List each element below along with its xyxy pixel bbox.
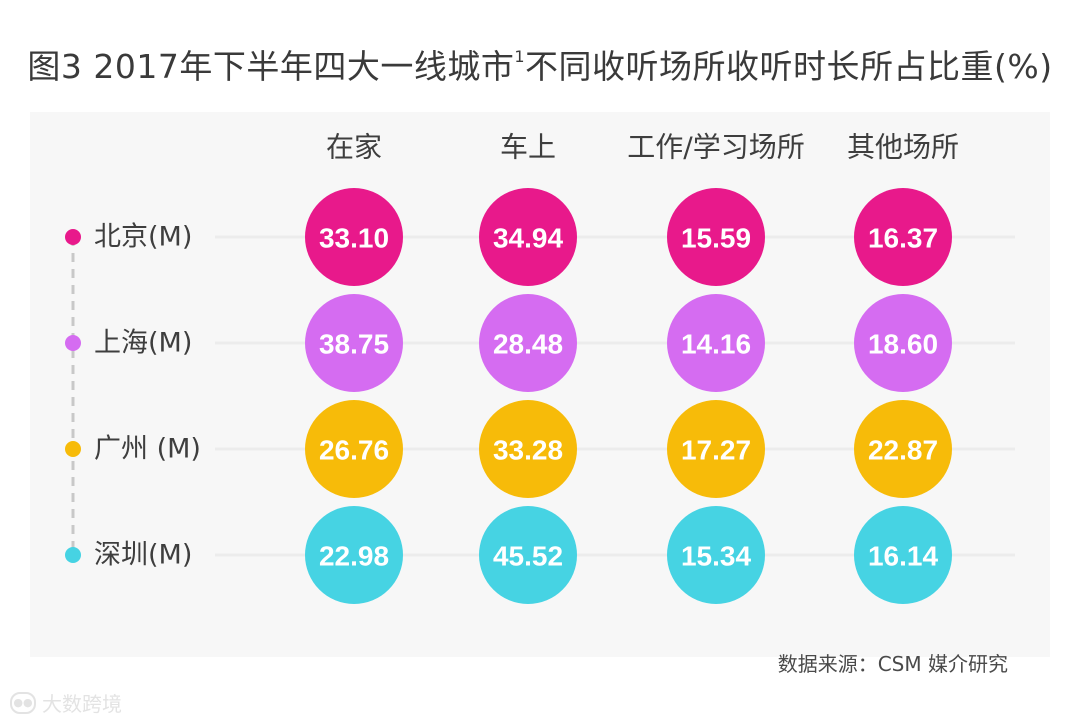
- row-label: 广州 (M): [94, 434, 201, 465]
- watermark: ●● 大数跨境: [10, 688, 122, 717]
- chart-title: 图3 2017年下半年四大一线城市1不同收听场所收听时长所占比重(%): [27, 47, 1053, 86]
- value-label: 16.14: [868, 541, 938, 572]
- value-bubble: [854, 506, 952, 604]
- value-bubble: [479, 506, 577, 604]
- value-bubble: [479, 294, 577, 392]
- value-label: 22.98: [319, 541, 389, 572]
- value-bubble: [667, 506, 765, 604]
- camera-logo-icon: ●●: [10, 691, 36, 714]
- row-marker-dot: [65, 547, 81, 563]
- value-bubble: [305, 188, 403, 286]
- value-label: 33.10: [319, 223, 389, 254]
- value-bubble: [305, 400, 403, 498]
- value-label: 28.48: [493, 329, 563, 360]
- value-label: 16.37: [868, 223, 938, 254]
- value-label: 17.27: [681, 435, 751, 466]
- column-header: 车上: [500, 131, 556, 164]
- watermark-text: 大数跨境: [42, 692, 122, 716]
- row-label: 北京(M): [94, 222, 192, 253]
- value-bubble: [854, 294, 952, 392]
- column-header: 其他场所: [847, 131, 959, 164]
- value-label: 34.94: [493, 223, 563, 254]
- source-note: 数据来源：CSM 媒介研究: [777, 652, 1008, 676]
- value-label: 18.60: [868, 329, 938, 360]
- value-bubble: [479, 188, 577, 286]
- column-header: 工作/学习场所: [627, 131, 804, 164]
- row-marker-dot: [65, 229, 81, 245]
- value-bubble: [305, 506, 403, 604]
- value-bubble: [305, 294, 403, 392]
- column-header: 在家: [326, 131, 382, 164]
- value-bubble: [667, 188, 765, 286]
- value-bubble: [667, 400, 765, 498]
- value-label: 26.76: [319, 435, 389, 466]
- value-bubble: [854, 400, 952, 498]
- value-label: 15.59: [681, 223, 751, 254]
- row-label: 深圳(M): [94, 540, 192, 571]
- chart-panel: 在家 车上 工作/学习场所 其他场所北京(M) 33.10 34.94 15.59 16.37…: [30, 112, 1050, 657]
- row-marker-dot: [65, 441, 81, 457]
- value-label: 14.16: [681, 329, 751, 360]
- value-bubble: [667, 294, 765, 392]
- value-bubble: [479, 400, 577, 498]
- value-label: 45.52: [493, 541, 563, 572]
- value-label: 38.75: [319, 329, 389, 360]
- value-label: 33.28: [493, 435, 563, 466]
- value-label: 15.34: [681, 541, 751, 572]
- value-label: 22.87: [868, 435, 938, 466]
- value-bubble: [854, 188, 952, 286]
- row-label: 上海(M): [94, 328, 192, 359]
- row-marker-dot: [65, 335, 81, 351]
